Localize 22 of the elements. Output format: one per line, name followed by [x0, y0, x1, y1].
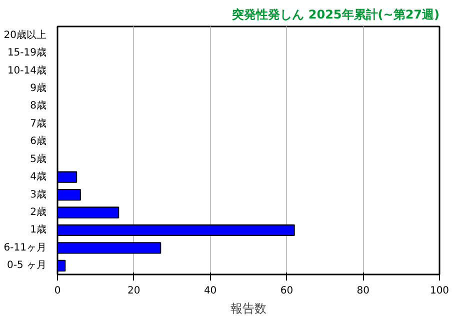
y-tick-label: 20歳以上 [4, 28, 47, 41]
y-tick-label: 2歳 [30, 206, 47, 218]
x-axis-title: 報告数 [230, 302, 266, 316]
y-tick-label: 7歳 [30, 117, 47, 130]
y-tick-label: 1歳 [30, 224, 47, 236]
chart-title: 突発性発しん 2025年累計(~第27週) [231, 8, 440, 22]
y-tick-label: 0-5 ヶ月 [6, 260, 47, 272]
y-tick-label: 3歳 [30, 188, 47, 200]
x-tick-label: 100 [430, 286, 450, 296]
x-tick-label: 0 [54, 286, 61, 296]
y-tick-label: 10-14歳 [7, 64, 47, 76]
y-tick-label: 9歳 [30, 82, 47, 94]
x-tick-label: 60 [280, 286, 294, 296]
y-tick-label: 6歳 [30, 135, 47, 148]
x-tick-label: 40 [204, 286, 217, 296]
x-tick-label: 80 [356, 286, 370, 296]
y-tick-label: 4歳 [30, 170, 47, 183]
y-tick-label: 6-11ヶ月 [4, 242, 47, 254]
y-tick-label: 15-19歳 [7, 46, 47, 59]
y-tick-label: 5歳 [30, 152, 47, 165]
y-tick-label: 8歳 [30, 100, 47, 112]
x-tick-label: 20 [128, 286, 140, 296]
